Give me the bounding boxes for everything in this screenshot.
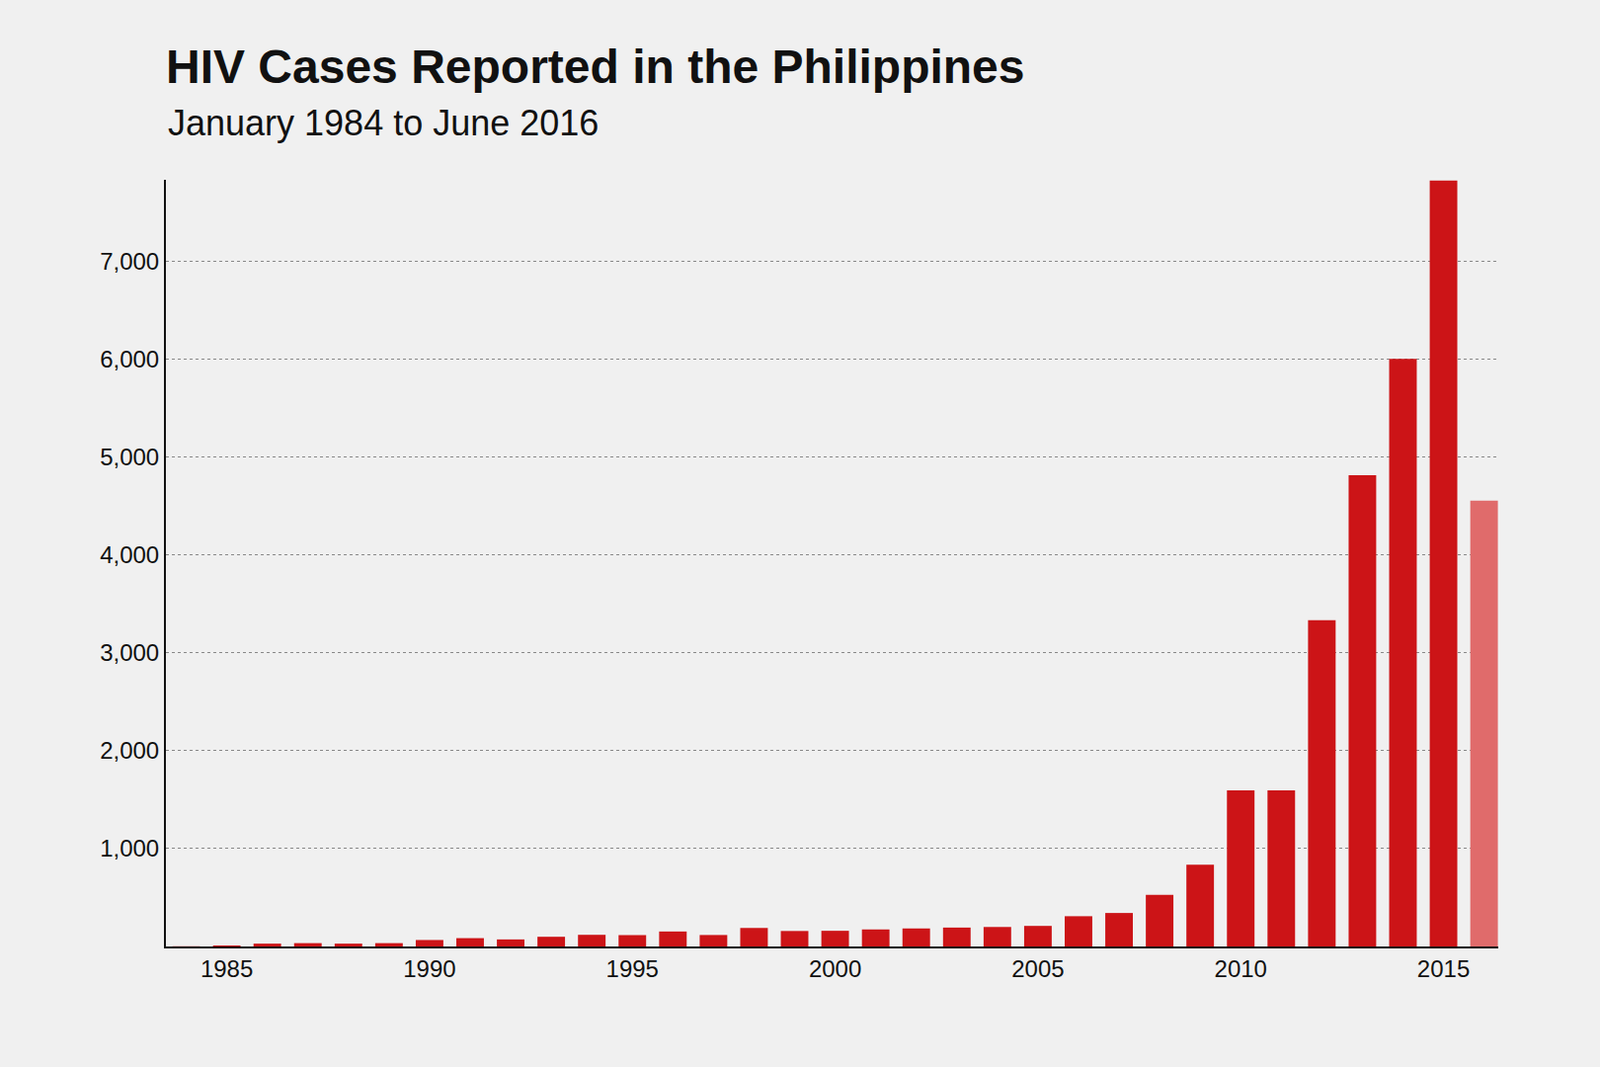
svg-text:2,000: 2,000 [99,736,160,764]
svg-text:1995: 1995 [606,955,659,982]
svg-text:6,000: 6,000 [99,345,160,373]
svg-text:2015: 2015 [1417,955,1470,982]
svg-text:1,000: 1,000 [99,834,160,862]
svg-text:1990: 1990 [402,955,456,982]
svg-text:7,000: 7,000 [99,247,160,275]
svg-text:HIV Cases Reported in the Phil: HIV Cases Reported in the Philippines [165,40,1026,93]
svg-text:5,000: 5,000 [99,443,160,471]
svg-text:3,000: 3,000 [99,639,160,666]
svg-text:4,000: 4,000 [99,541,160,568]
svg-text:2000: 2000 [808,955,862,982]
svg-text:2005: 2005 [1011,955,1064,982]
svg-text:2010: 2010 [1214,955,1268,982]
svg-text:January 1984 to June 2016: January 1984 to June 2016 [167,102,599,144]
svg-text:1985: 1985 [200,955,253,982]
